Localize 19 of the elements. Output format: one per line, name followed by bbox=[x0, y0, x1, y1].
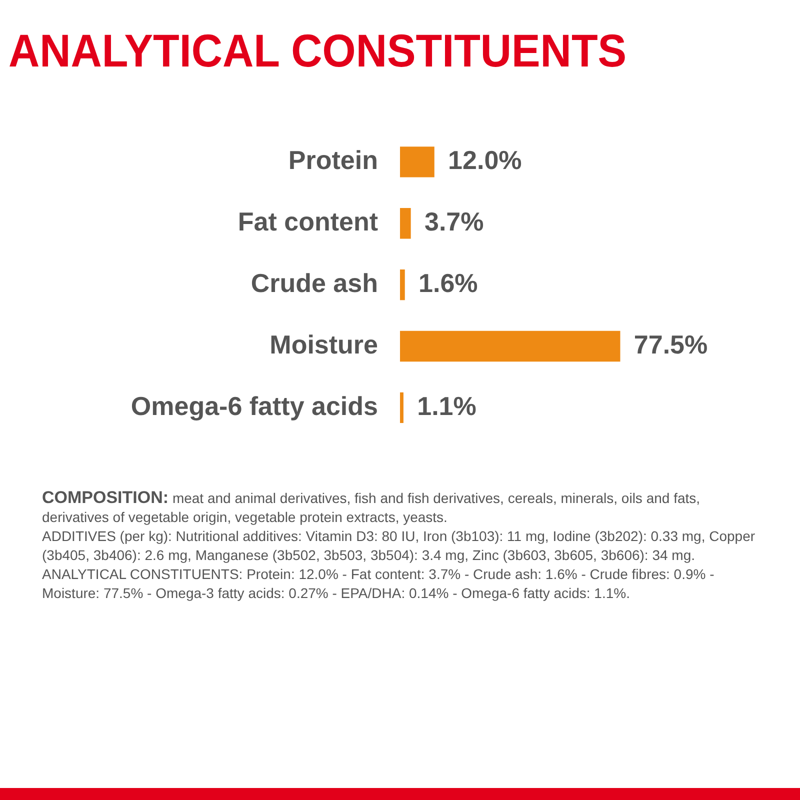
y-tick-label: Moisture bbox=[270, 329, 378, 360]
bar bbox=[400, 269, 405, 300]
bar bbox=[400, 208, 411, 239]
y-tick-label: Fat content bbox=[238, 206, 378, 237]
text: ADDITIVES (per kg): Nutritional additives: Vitamin D3: 80 IU, Iron (3b103): 11 mg, Iodine (3b202): 0.33 mg, Copper (3b405, 3b406): 2.6 mg, Manganese (3b502, 3b503, 3b504): 3.4 mg, Zinc (3b603, 3b605, 3b606): 34 mg. bbox=[42, 528, 756, 563]
y-tick-label: Protein bbox=[288, 145, 378, 176]
y-tick-label: Crude ash bbox=[250, 268, 378, 298]
chart-title: ANALYTICAL CONSTITUENTS bbox=[8, 26, 627, 77]
bar bbox=[400, 392, 404, 424]
data-label: 1.1% bbox=[417, 390, 476, 421]
y-tick-label: Omega-6 fatty acids bbox=[130, 390, 378, 421]
data-label: 12.0% bbox=[448, 145, 522, 176]
bar bbox=[400, 146, 434, 178]
text: ANALYTICAL CONSTITUENTS: Protein: 12.0% - Fat content: 3.7% - Crude ash: 1.6% - Crude fibres: 0.9% - Moisture: 77.5% - Omega-3 fatty acids: 0.27% - EPA/DHA: 0.14% - Omega-6 fatty acids: 1.1%. bbox=[42, 566, 714, 601]
data-label: 1.6% bbox=[418, 268, 478, 298]
data-label: 3.7% bbox=[424, 206, 484, 237]
text: COMPOSITION: meat and animal derivatives, fish and fish derivatives, cereals, minerals, oils and fats, derivatives of vegetable origin, vegetable protein extracts, yeasts. bbox=[42, 488, 700, 525]
data-label: 77.5% bbox=[634, 329, 708, 360]
bar bbox=[400, 330, 620, 362]
